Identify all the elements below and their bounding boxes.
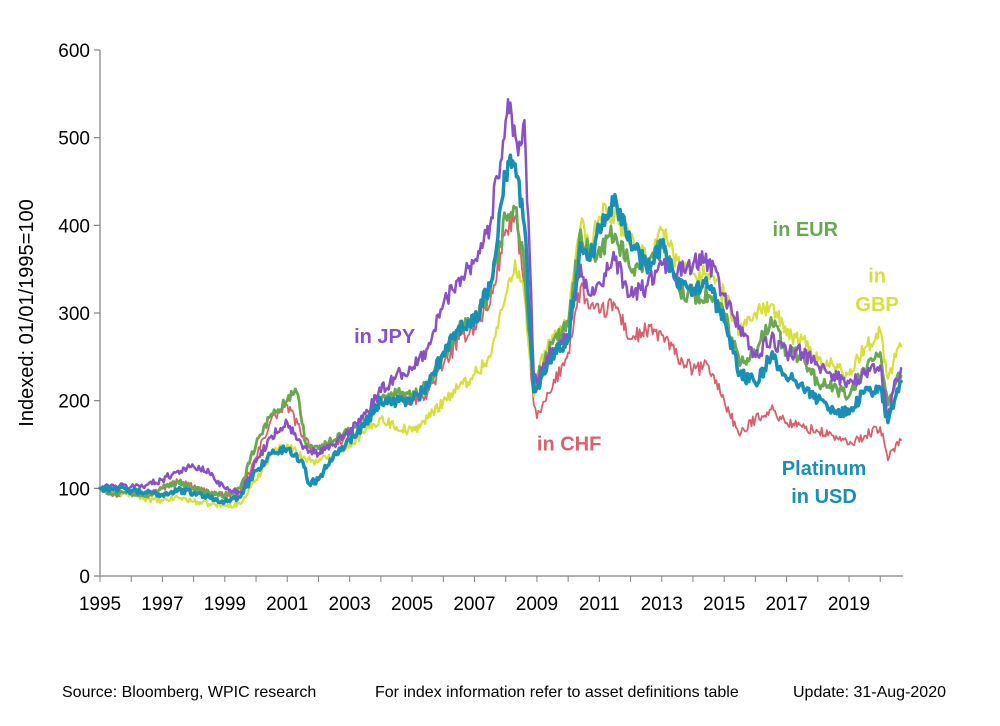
series-line-in-chf xyxy=(99,211,902,499)
series-label: Platinum xyxy=(782,458,866,480)
x-tick-label: 2005 xyxy=(391,594,433,615)
series-label: in JPY xyxy=(354,326,416,348)
y-tick-label: 200 xyxy=(58,392,90,413)
y-tick-label: 100 xyxy=(58,479,90,500)
series-line-in-gbp xyxy=(98,202,903,509)
series-label: in CHF xyxy=(537,434,601,456)
footer-source: Source: Bloomberg, WPIC research xyxy=(62,684,317,701)
x-tick-label: 2015 xyxy=(703,594,745,615)
y-tick-label: 600 xyxy=(58,41,90,62)
x-tick-label: 1999 xyxy=(204,594,246,615)
line-chart: 0 100 200 300 400 500 600 1995 1997 1999 2001 2003 2… xyxy=(16,41,903,615)
x-tick-label: 2019 xyxy=(828,594,870,615)
x-tick-label: 2001 xyxy=(266,594,308,615)
series-line-platinum-in-usd xyxy=(98,153,903,506)
y-tick-label: 0 xyxy=(79,567,90,588)
x-tick-label: 2007 xyxy=(453,594,495,615)
series-line-in-jpy xyxy=(98,97,903,496)
x-tick-label: 1997 xyxy=(141,594,183,615)
annotation-layer: in EUR in GBP in JPY in CHF Platinum in USD xyxy=(354,219,899,508)
footer-note: For index information refer to asset def… xyxy=(375,684,739,701)
y-tick-label: 500 xyxy=(58,129,90,150)
y-axis-label: Indexed: 01/01/1995=100 xyxy=(16,199,38,426)
series-layer xyxy=(98,97,903,509)
axes: 0 100 200 300 400 500 600 1995 1997 1999 2001 2003 2… xyxy=(58,41,903,615)
y-tick-label: 300 xyxy=(58,304,90,325)
x-tick-label: 2011 xyxy=(579,594,620,615)
x-tick-label: 2013 xyxy=(641,594,683,615)
x-tick-label: 2009 xyxy=(516,594,558,615)
x-tick-label: 2017 xyxy=(765,594,807,615)
series-label: in EUR xyxy=(773,219,839,241)
series-label: in USD xyxy=(791,486,857,508)
footer-update: Update: 31-Aug-2020 xyxy=(793,684,946,701)
series-line-in-eur xyxy=(98,204,903,500)
series-label: in xyxy=(868,265,886,287)
series-label: GBP xyxy=(855,294,898,316)
x-tick-label: 1995 xyxy=(79,594,121,615)
y-tick-label: 400 xyxy=(58,216,90,237)
x-tick-label: 2003 xyxy=(329,594,371,615)
